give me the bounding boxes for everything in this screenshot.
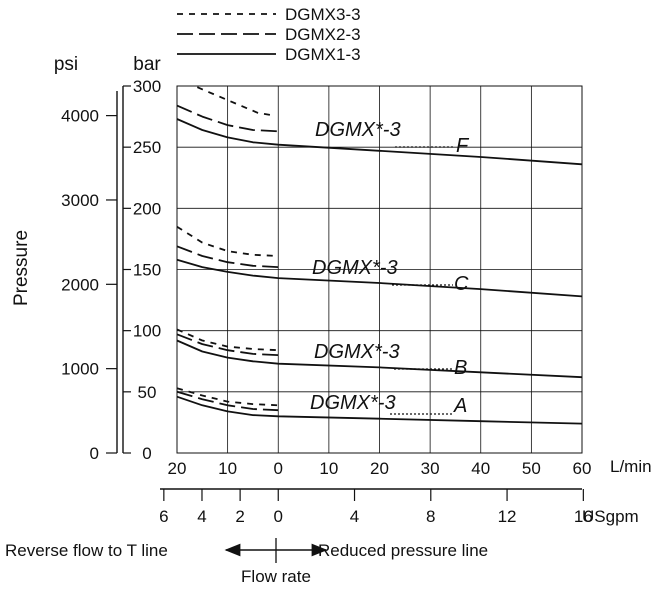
series-line-c-solid	[176, 258, 583, 298]
series-line-c-long-dash	[176, 245, 279, 268]
group-code: A	[453, 395, 467, 417]
series-line-b-solid	[176, 339, 583, 379]
usgpm-tick-label: 0	[274, 507, 283, 526]
legend-label: DGMX3-3	[285, 5, 361, 24]
legend-label: DGMX1-3	[285, 45, 361, 64]
bar-tick-label: 50	[138, 383, 157, 402]
lmin-tick-label: 50	[522, 459, 541, 478]
bar-tick-label: 150	[133, 261, 161, 280]
reverse-flow-label: Reverse flow to T line	[5, 541, 168, 560]
usgpm-tick-label: 4	[350, 507, 359, 526]
x-unit-usgpm-label: USgpm	[582, 507, 639, 526]
pressure-axis-label: Pressure	[11, 230, 32, 306]
bar-tick-label: 100	[133, 322, 161, 341]
group-label: DGMX*-3	[314, 341, 400, 363]
lmin-tick-label: 60	[573, 459, 592, 478]
group-code: C	[454, 273, 469, 295]
lmin-tick-label: 20	[370, 459, 389, 478]
usgpm-tick-label: 4	[197, 507, 206, 526]
group-code: F	[456, 135, 470, 157]
bar-tick-label: 250	[133, 138, 161, 157]
usgpm-tick-label: 12	[498, 507, 517, 526]
plot-area	[176, 86, 583, 425]
psi-tick-label: 4000	[61, 107, 99, 126]
psi-unit-label: psi	[54, 54, 78, 75]
lmin-tick-label: 30	[421, 459, 440, 478]
plot-frame	[176, 85, 583, 454]
bar-tick-label: 0	[142, 444, 151, 463]
series-line-a-short-dash	[176, 387, 279, 407]
x-unit-lmin-label: L/min	[610, 457, 652, 476]
lmin-tick-label: 0	[274, 459, 283, 478]
series-line-a-long-dash	[176, 390, 279, 412]
lmin-tick-label: 20	[168, 459, 187, 478]
bar-unit-label: bar	[133, 54, 161, 75]
series-line-f-short-dash	[196, 86, 274, 117]
lmin-tick-label: 40	[471, 459, 490, 478]
psi-tick-label: 0	[90, 444, 99, 463]
bar-tick-label: 200	[133, 199, 161, 218]
series-line-b-long-dash	[176, 333, 279, 356]
group-labels: DGMX*-3 F DGMX*-3 C DGMX*-3 B DGMX*-3 A	[310, 119, 470, 417]
series-line-a-solid	[176, 395, 583, 425]
series-line-f-long-dash	[176, 104, 279, 133]
lmin-tick-label: 10	[319, 459, 338, 478]
group-label: DGMX*-3	[315, 119, 401, 141]
bar-tick-label: 300	[133, 77, 161, 96]
lmin-tick-label: 10	[218, 459, 237, 478]
group-label: DGMX*-3	[312, 257, 398, 279]
psi-tick-label: 3000	[61, 191, 99, 210]
group-code: B	[454, 357, 467, 379]
group-label: DGMX*-3	[310, 392, 396, 414]
series-line-f-solid	[176, 118, 583, 166]
usgpm-tick-label: 6	[159, 507, 168, 526]
usgpm-tick-label: 8	[426, 507, 435, 526]
usgpm-tick-label: 16	[574, 507, 593, 526]
legend-label: DGMX2-3	[285, 25, 361, 44]
flow-rate-label: Flow rate	[241, 567, 311, 586]
series-line-b-short-dash	[176, 328, 279, 352]
psi-tick-label: 1000	[61, 360, 99, 379]
reduced-pressure-label: Reduced pressure line	[318, 541, 488, 560]
psi-tick-label: 2000	[61, 275, 99, 294]
usgpm-tick-label: 2	[235, 507, 244, 526]
